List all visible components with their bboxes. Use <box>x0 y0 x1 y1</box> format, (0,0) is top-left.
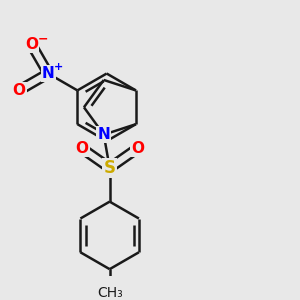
Text: O: O <box>131 141 144 156</box>
Text: N: N <box>98 127 110 142</box>
Text: O: O <box>76 141 88 156</box>
Text: CH₃: CH₃ <box>97 286 122 300</box>
Text: +: + <box>54 62 63 72</box>
Text: O: O <box>12 83 26 98</box>
Text: N: N <box>42 66 55 81</box>
Text: S: S <box>104 159 116 177</box>
Text: O: O <box>25 37 38 52</box>
Text: −: − <box>37 33 48 46</box>
